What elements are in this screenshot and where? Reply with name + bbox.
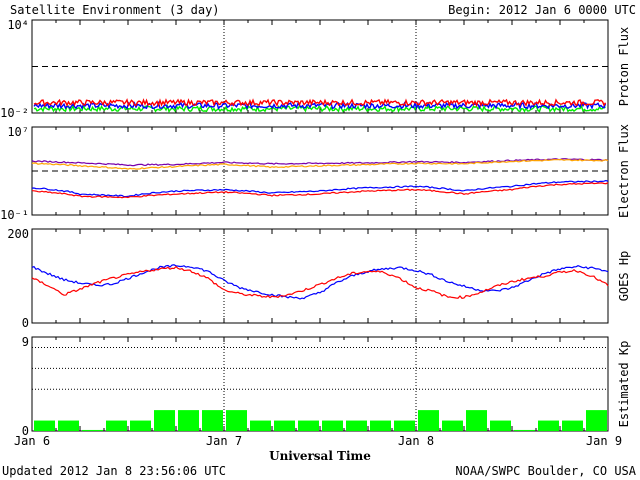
kp-bar — [154, 410, 175, 431]
plot-frame — [31, 228, 609, 324]
kp-bar — [346, 420, 367, 431]
kp-bar — [250, 420, 271, 431]
kp-bar — [274, 420, 295, 431]
plot-frame — [31, 126, 609, 216]
y-tick-label: 10⁻² — [0, 106, 29, 120]
y-tick-label: 0 — [22, 424, 29, 438]
electron-flux-series — [31, 179, 609, 198]
kp-bar — [442, 420, 463, 431]
y-axis-label: Proton Flux — [617, 27, 631, 106]
y-axis-label: GOES Hp — [617, 251, 631, 302]
goes-hp-series — [31, 265, 609, 299]
kp-bar — [130, 420, 151, 431]
x-tick-label: Jan 8 — [398, 434, 434, 448]
kp-bar — [466, 410, 487, 431]
proton-flux-series — [33, 98, 607, 108]
kp-bar — [298, 420, 319, 431]
plot-frame — [31, 336, 609, 432]
y-tick-label: 200 — [7, 227, 29, 241]
kp-bar — [562, 420, 583, 431]
y-tick-label: 10⁻¹ — [0, 208, 29, 222]
kp-bar — [34, 420, 55, 431]
y-axis-label: Electron Flux — [617, 124, 631, 218]
kp-bar — [394, 420, 415, 431]
y-tick-label: 10⁴ — [7, 18, 29, 32]
kp-bar — [82, 429, 103, 431]
kp-bar — [586, 410, 607, 431]
y-tick-label: 9 — [22, 335, 29, 349]
kp-bar — [418, 410, 439, 431]
x-tick-label: Jan 9 — [586, 434, 622, 448]
x-tick-label: Jan 7 — [206, 434, 242, 448]
electron-flux-series — [31, 158, 609, 170]
y-tick-label: 0 — [22, 316, 29, 330]
kp-bar — [178, 410, 199, 431]
x-tick-label: Jan 6 — [14, 434, 50, 448]
y-axis-label: Estimated Kp — [617, 341, 631, 428]
chart-title: Satellite Environment (3 day) — [10, 3, 220, 17]
kp-bar — [226, 410, 247, 431]
kp-bar — [370, 420, 391, 431]
plot-frame — [31, 19, 609, 114]
kp-bar — [106, 420, 127, 431]
proton-flux-series — [33, 104, 606, 113]
begin-time: Begin: 2012 Jan 6 0000 UTC — [448, 3, 636, 17]
kp-bar — [538, 420, 559, 431]
kp-bar — [322, 420, 343, 431]
source-credit: NOAA/SWPC Boulder, CO USA — [455, 464, 636, 478]
y-tick-label: 10⁷ — [7, 125, 29, 139]
goes-hp-series — [31, 264, 609, 300]
updated-timestamp: Updated 2012 Jan 8 23:56:06 UTC — [2, 464, 226, 478]
kp-bar — [202, 410, 223, 431]
x-axis-label: Universal Time — [269, 449, 371, 463]
electron-flux-series — [31, 182, 609, 199]
kp-bar — [490, 420, 511, 431]
kp-bar — [58, 420, 79, 431]
kp-bar — [514, 429, 535, 431]
